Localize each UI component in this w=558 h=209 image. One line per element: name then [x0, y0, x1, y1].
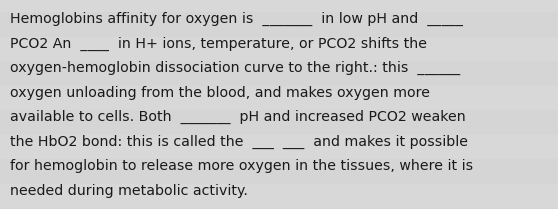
Text: needed during metabolic activity.: needed during metabolic activity. [10, 184, 248, 198]
Text: oxygen unloading from the blood, and makes oxygen more: oxygen unloading from the blood, and mak… [10, 85, 430, 99]
Text: available to cells. Both  _______  pH and increased PCO2 weaken: available to cells. Both _______ pH and … [10, 110, 466, 124]
Bar [0, 12, 558, 37]
Bar [0, 184, 558, 208]
Text: the HbO2 bond: this is called the  ___  ___  and makes it possible: the HbO2 bond: this is called the ___ __… [10, 135, 468, 149]
Text: PCO2 An  ____  in H+ ions, temperature, or PCO2 shifts the: PCO2 An ____ in H+ ions, temperature, or… [10, 37, 427, 51]
Text: for hemoglobin to release more oxygen in the tissues, where it is: for hemoglobin to release more oxygen in… [10, 159, 473, 173]
Bar [0, 135, 558, 159]
Bar [0, 61, 558, 85]
Bar [0, 208, 558, 209]
Bar [0, 85, 558, 110]
Bar [0, 110, 558, 135]
Bar [0, 159, 558, 184]
Text: oxygen-hemoglobin dissociation curve to the right.: this  ______: oxygen-hemoglobin dissociation curve to … [10, 61, 460, 75]
Bar [0, 37, 558, 61]
Text: Hemoglobins affinity for oxygen is  _______  in low pH and  _____: Hemoglobins affinity for oxygen is _____… [10, 12, 463, 26]
